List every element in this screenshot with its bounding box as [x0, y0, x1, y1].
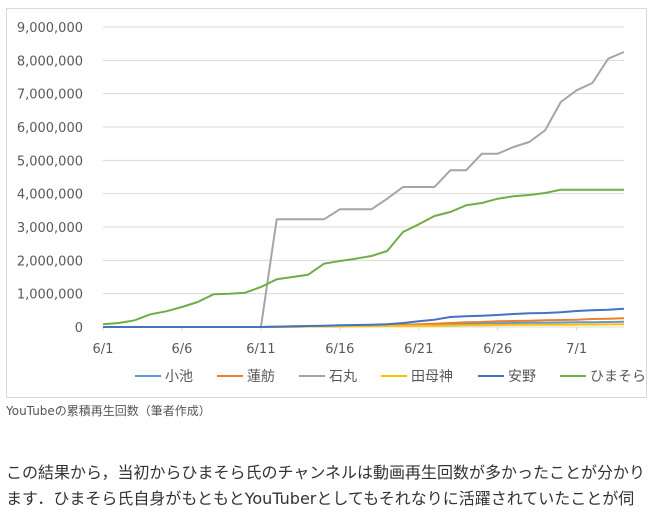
y-tick-label: 0	[75, 321, 83, 336]
legend-label: 安野	[508, 369, 536, 385]
gridlines	[103, 26, 624, 328]
legend-label: 蓮舫	[247, 369, 275, 385]
x-tick-label: 6/16	[325, 342, 354, 357]
body-paragraph: この結果から，当初からひまそら氏のチャンネルは動画再生回数が多かったことが分かり…	[6, 463, 646, 508]
x-tick-label: 6/21	[404, 342, 433, 357]
y-axis-ticks: 0 1,000,000 2,000,000 3,000,000 4,000,000 5,0…	[17, 21, 83, 336]
y-tick-label: 5,000,000	[17, 154, 83, 169]
x-axis-ticks: 6/1 6/6 6/11 6/16 6/21 6/26 7/1	[93, 327, 587, 357]
y-tick-label: 4,000,000	[17, 188, 83, 203]
series-line-ひまそら	[102, 188, 624, 326]
y-tick-label: 6,000,000	[17, 121, 83, 136]
y-tick-label: 2,000,000	[17, 254, 83, 269]
y-tick-label: 7,000,000	[17, 88, 83, 103]
chart-frame: 0 1,000,000 2,000,000 3,000,000 4,000,000 5,0…	[6, 8, 647, 398]
y-tick-label: 3,000,000	[17, 221, 83, 236]
line-chart: 0 1,000,000 2,000,000 3,000,000 4,000,000 5,0…	[17, 21, 646, 385]
legend-label: 石丸	[329, 369, 357, 385]
legend-label: ひまそら	[590, 369, 646, 385]
x-tick-label: 6/26	[483, 342, 512, 357]
legend-label: 田母神	[411, 369, 453, 385]
y-tick-label: 1,000,000	[17, 288, 83, 303]
y-tick-label: 8,000,000	[17, 54, 83, 69]
x-tick-label: 7/1	[566, 342, 587, 357]
legend: 小池 蓮舫 石丸 田母神 安野 ひまそら	[135, 369, 646, 385]
y-tick-label: 9,000,000	[17, 21, 83, 36]
series-line-安野	[103, 307, 625, 328]
figure-caption: YouTubeの累積再生回数（筆者作成）	[6, 404, 211, 418]
series-lines	[102, 51, 625, 328]
legend-label: 小池	[165, 369, 193, 385]
x-tick-label: 6/6	[171, 342, 192, 357]
x-tick-label: 6/1	[93, 342, 114, 357]
x-tick-label: 6/11	[246, 342, 275, 357]
